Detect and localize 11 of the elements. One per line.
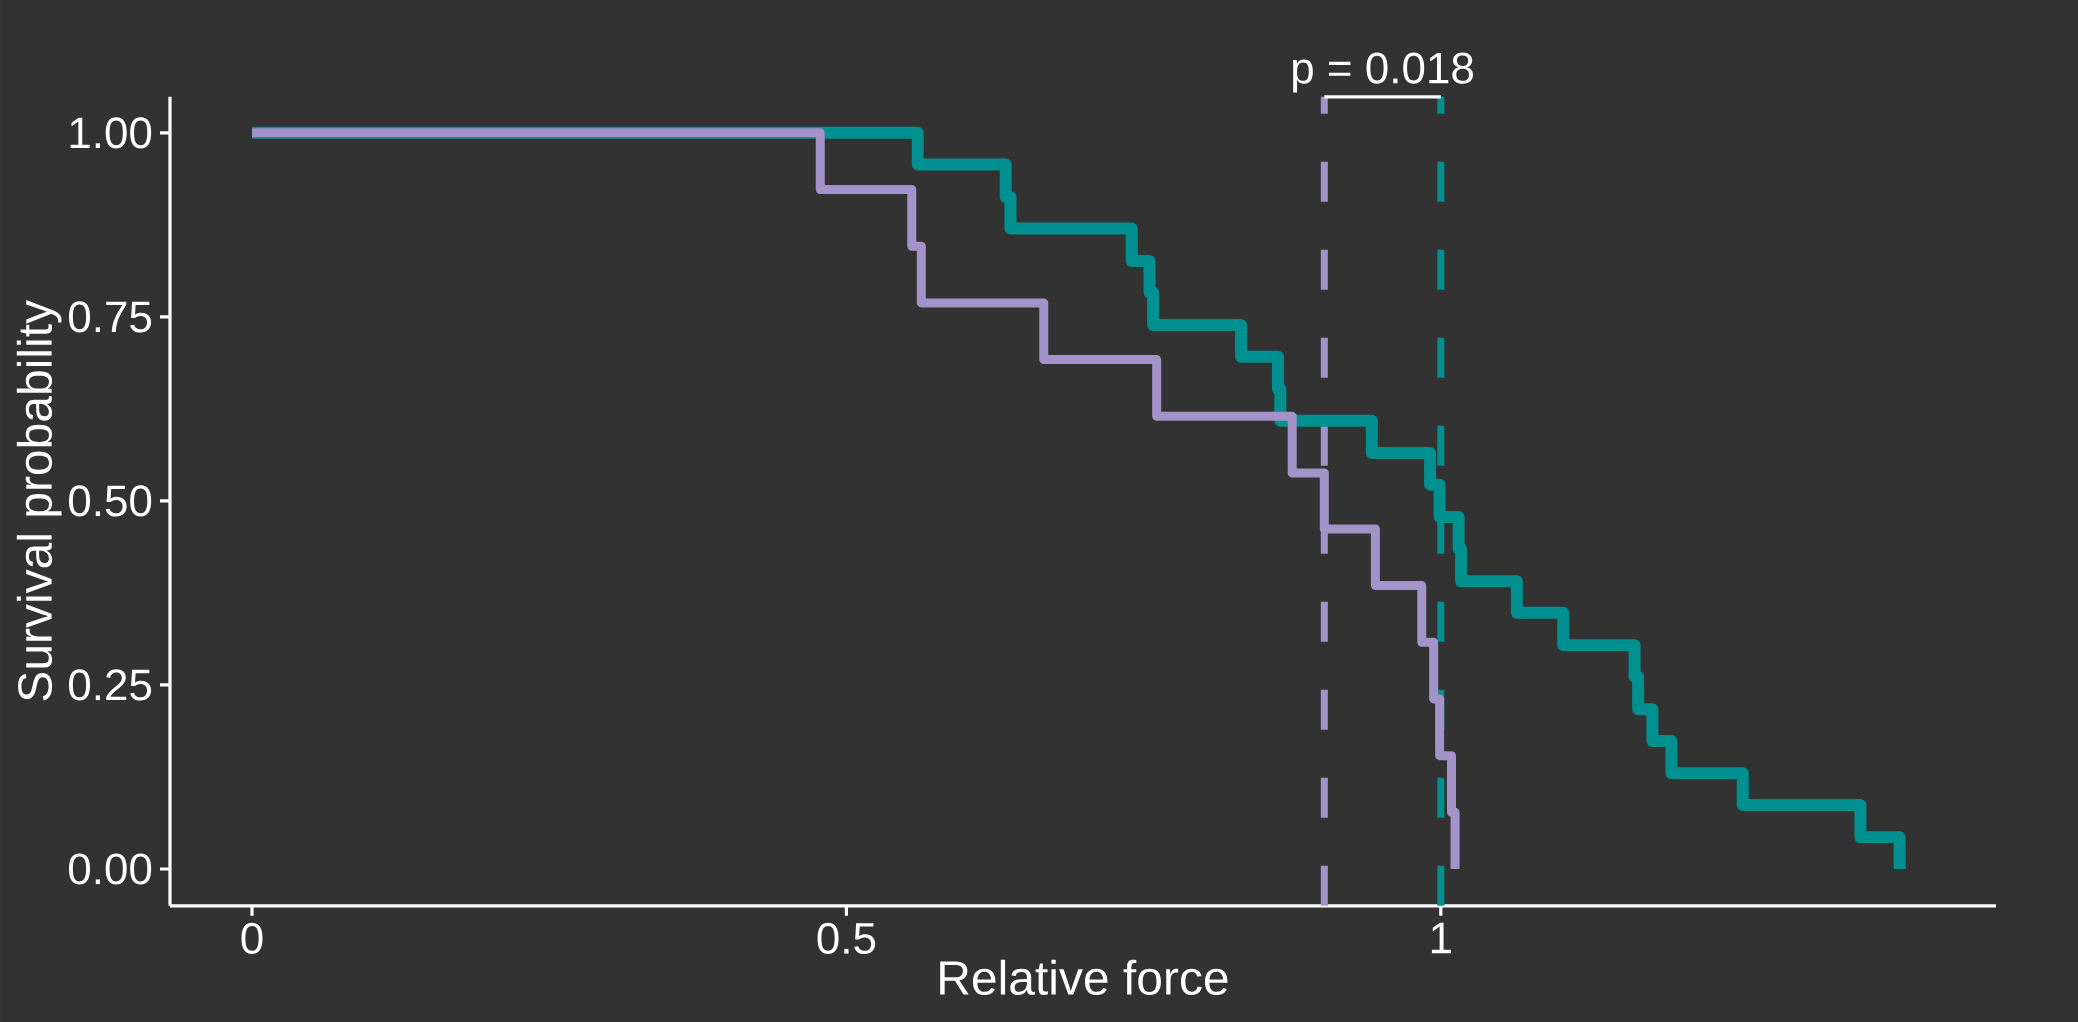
y-tick-label: 1.00	[70, 117, 152, 149]
text: p = 0.018	[1293, 52, 1473, 93]
x-tick-label: 0.5	[817, 922, 876, 955]
y-axis-title: Survival probability	[16, 300, 62, 701]
y-tick-label: 0.00	[69, 853, 152, 885]
x-tick-label: 0	[241, 922, 263, 955]
x-axis-title: Relative force	[940, 959, 1228, 995]
y-tick-label: 0.75	[69, 301, 152, 333]
y-tick-label: 0.25	[69, 669, 152, 701]
y-tick-label: 0.50	[69, 485, 152, 517]
x-tick-label: 1	[1431, 922, 1451, 954]
